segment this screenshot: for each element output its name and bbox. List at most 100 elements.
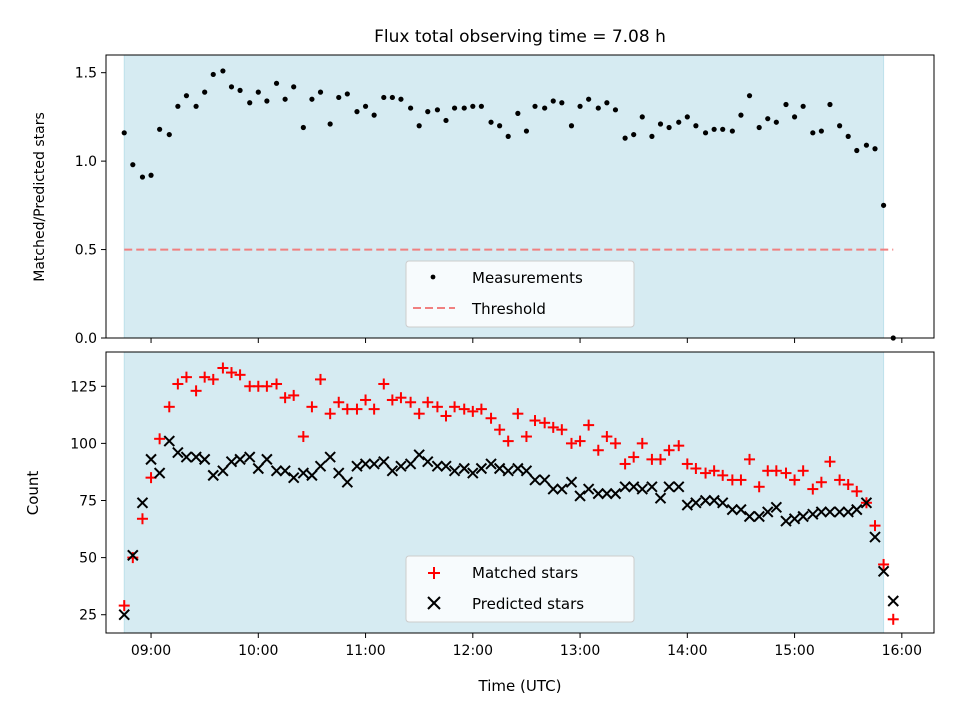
measurement-point <box>425 109 431 115</box>
measurement-point <box>210 71 216 78</box>
predicted-star-point <box>467 467 479 479</box>
measurement-point <box>389 94 395 101</box>
legend-matched-marker <box>428 567 440 579</box>
top-y-axis-label: Matched/Predicted stars <box>32 112 48 282</box>
measurement-point <box>711 126 717 132</box>
predicted-star-point <box>627 481 640 493</box>
predicted-star-point <box>780 515 792 527</box>
matched-star-point <box>261 380 273 392</box>
measurement-point <box>738 112 744 118</box>
measurement-point <box>434 107 441 113</box>
matched-star-point <box>422 396 434 408</box>
measurement-point <box>497 123 503 129</box>
measurement-point <box>282 96 288 102</box>
predicted-star-point <box>127 549 139 562</box>
measurement-point <box>247 100 253 106</box>
matched-star-point <box>878 558 890 570</box>
matched-star-point <box>324 408 336 420</box>
measurement-point <box>756 124 762 131</box>
measurement-point <box>773 119 779 125</box>
predicted-star-point <box>395 460 407 472</box>
predicted-star-point <box>413 449 425 461</box>
matched-star-point <box>368 403 380 415</box>
matched-star-point <box>797 465 809 477</box>
predicted-star-point <box>797 510 809 523</box>
predicted-star-point <box>502 465 514 477</box>
matched-star-point <box>690 463 702 475</box>
bottom-axes-frame <box>105 351 935 634</box>
predicted-star-point <box>145 453 157 466</box>
predicted-star-point <box>163 435 175 447</box>
top-legend: Measurements Threshold <box>405 260 635 328</box>
matched-star-point <box>306 401 318 413</box>
matched-star-point <box>673 440 685 452</box>
predicted-star-point <box>547 483 559 495</box>
matched-star-point <box>744 453 756 465</box>
predicted-star-point <box>538 474 551 486</box>
predicted-star-point <box>448 465 461 477</box>
measurement-point <box>693 123 699 129</box>
predicted-star-point <box>153 467 166 479</box>
predicted-star-point <box>252 462 265 475</box>
measurement-point <box>854 147 860 154</box>
top-axes-frame <box>105 54 935 339</box>
measurement-point <box>371 112 377 118</box>
measurement-point <box>354 109 360 115</box>
matched-star-point <box>565 437 577 449</box>
matched-star-point <box>154 433 166 445</box>
matched-star-point <box>574 435 586 447</box>
measurement-point <box>470 103 476 109</box>
predicted-star-point <box>869 531 881 543</box>
predicted-star-point <box>520 465 533 477</box>
matched-star-point <box>360 394 372 406</box>
matched-star-point <box>288 389 300 401</box>
predicted-star-point <box>493 462 506 475</box>
predicted-star-point <box>601 487 613 500</box>
predicted-star-point <box>440 460 452 472</box>
measurement-point <box>837 123 843 129</box>
measurement-point <box>148 172 154 178</box>
measurement-point <box>791 114 798 120</box>
matched-star-point <box>609 437 621 449</box>
matched-star-point <box>190 385 202 397</box>
legend-predicted-marker <box>427 596 441 610</box>
predicted-star-point <box>244 451 256 463</box>
matched-star-point <box>234 369 246 381</box>
matched-star-point <box>431 401 443 413</box>
predicted-star-point <box>788 513 801 525</box>
predicted-star-point <box>877 565 890 578</box>
top-y-tick-label: 1.5 <box>75 66 97 82</box>
predicted-star-point <box>815 506 828 518</box>
predicted-star-point <box>287 471 300 484</box>
predicted-star-point <box>842 506 854 518</box>
matched-star-point <box>539 417 551 429</box>
predicted-star-point <box>753 510 765 523</box>
predicted-star-point <box>431 460 444 472</box>
measurement-point <box>139 174 146 180</box>
measurement-point <box>166 131 172 138</box>
matched-star-point <box>163 401 175 413</box>
predicted-star-point <box>359 458 372 470</box>
measurement-point <box>300 124 306 131</box>
matched-star-point <box>341 403 353 415</box>
matched-star-point <box>628 451 640 463</box>
measurement-point <box>317 89 324 95</box>
matched-star-point <box>636 437 648 449</box>
measurement-point <box>443 117 449 124</box>
legend-predicted-label: Predicted stars <box>472 595 584 613</box>
matched-star-point <box>708 465 720 477</box>
measurement-point <box>729 128 735 134</box>
predicted-star-point <box>735 503 747 516</box>
measurement-point <box>183 93 190 99</box>
matched-star-point <box>789 474 801 486</box>
predicted-star-point <box>582 483 595 495</box>
predicted-star-point <box>118 609 130 621</box>
measurement-point <box>478 103 484 109</box>
measurement-point <box>702 130 709 136</box>
measurement-point <box>800 103 806 109</box>
predicted-star-point <box>333 467 345 479</box>
matched-star-point <box>592 444 604 456</box>
measurement-point <box>193 103 199 109</box>
measurement-point <box>327 121 333 127</box>
